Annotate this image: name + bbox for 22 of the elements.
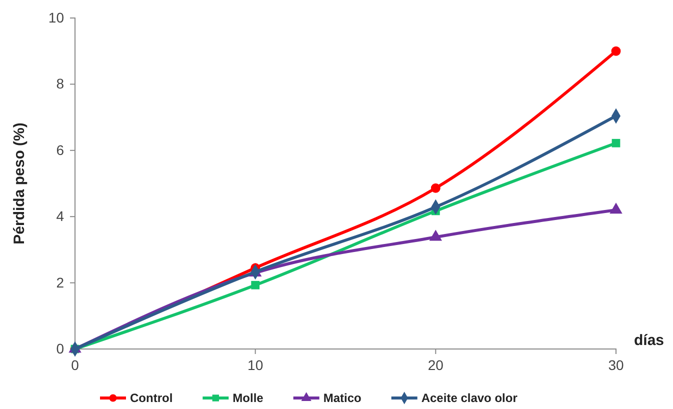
y-tick-label: 10	[48, 9, 64, 26]
legend-label: Control	[130, 391, 173, 405]
point	[610, 202, 622, 214]
point	[612, 138, 620, 148]
y-tick-label: 8	[56, 76, 64, 92]
point	[430, 183, 440, 193]
point	[611, 46, 621, 56]
x-tick-label: 30	[608, 356, 624, 373]
y-tick-label: 6	[56, 142, 64, 158]
x-tick-label: 10	[248, 356, 264, 373]
x-tick-label: 0	[71, 356, 80, 373]
legend-label: Aceite clavo olor	[421, 391, 518, 405]
x-tick-label: 20	[428, 356, 444, 373]
point	[429, 230, 442, 241]
y-axis-title: Pérdida peso (%)	[11, 122, 28, 244]
y-tick-label: 0	[56, 340, 64, 356]
y-tick-label: 4	[56, 208, 64, 224]
x-axis-title: días	[634, 332, 664, 349]
legend-label: Molle	[232, 391, 264, 405]
legend-label: Matico	[323, 391, 362, 405]
y-tick-label: 2	[56, 274, 64, 290]
point	[251, 280, 260, 290]
